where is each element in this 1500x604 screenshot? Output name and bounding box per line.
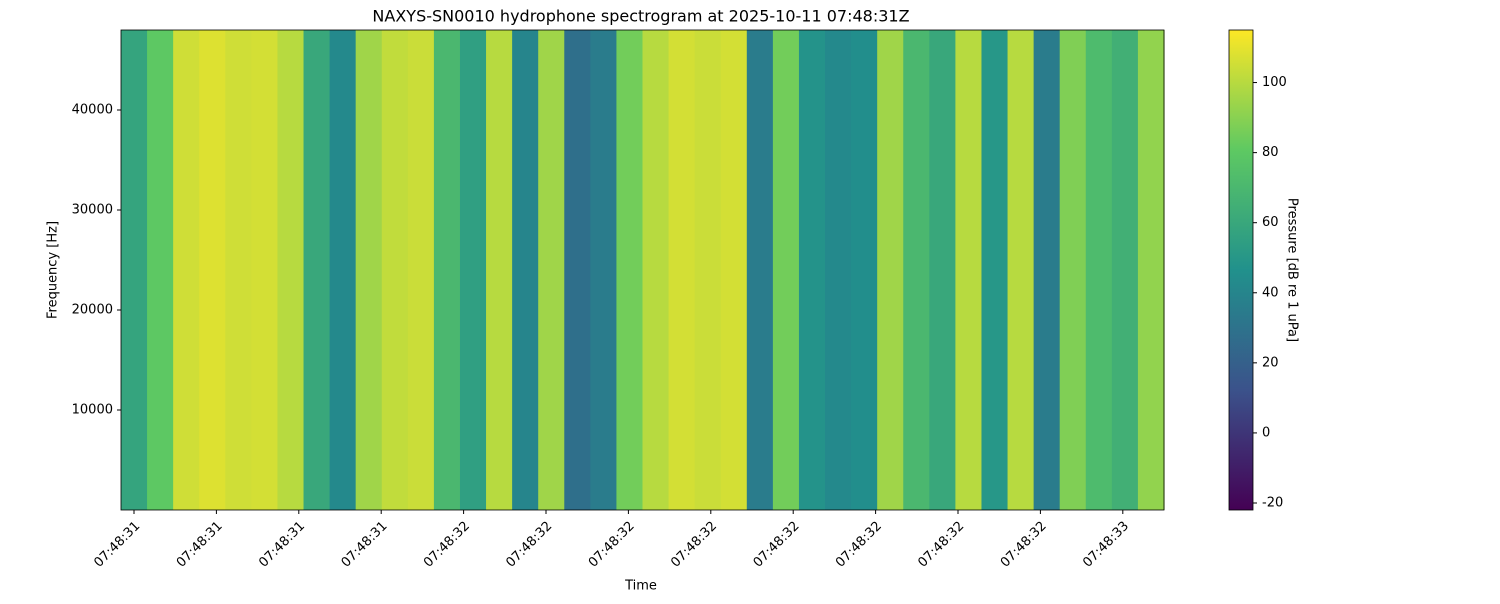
- x-tick-label: 07:48:31: [174, 519, 226, 571]
- spectrogram-cell: [251, 30, 279, 510]
- chart-title: NAXYS-SN0010 hydrophone spectrogram at 2…: [372, 7, 909, 26]
- x-tick-label: 07:48:32: [586, 519, 638, 571]
- spectrogram-cell: [147, 30, 174, 510]
- spectrogram-cell: [433, 30, 461, 510]
- colorbar-tick-label: 80: [1262, 145, 1279, 160]
- y-tick-label: 10000: [72, 403, 113, 418]
- x-tick-label: 07:48:31: [256, 519, 308, 571]
- x-tick-label: 07:48:31: [339, 519, 391, 571]
- spectrogram-cell: [355, 30, 383, 510]
- spectrogram-cell: [590, 30, 618, 510]
- spectrogram-cell: [486, 30, 513, 510]
- y-tick-label: 40000: [72, 103, 113, 118]
- spectrogram-cell: [407, 30, 435, 510]
- y-tick-label: 30000: [72, 203, 113, 218]
- spectrogram-cell: [538, 30, 565, 510]
- spectrogram-cell: [851, 30, 878, 510]
- spectrogram-cell: [642, 30, 670, 510]
- spectrogram-cell: [512, 30, 539, 510]
- spectrogram-cell: [1111, 30, 1139, 510]
- spectrogram-cell: [121, 30, 148, 510]
- spectrogram-cell: [825, 30, 852, 510]
- spectrogram-cell: [277, 30, 305, 510]
- x-tick-label: 07:48:31: [91, 519, 143, 571]
- spectrogram-cell: [329, 30, 357, 510]
- spectrogram-cell: [668, 30, 696, 510]
- spectrogram-cell: [199, 30, 226, 510]
- x-tick-label: 07:48:33: [1080, 519, 1132, 571]
- spectrogram-cell: [1059, 30, 1087, 510]
- x-axis-label: Time: [624, 579, 657, 594]
- spectrogram-cell: [225, 30, 252, 510]
- x-tick-label: 07:48:32: [421, 519, 473, 571]
- spectrogram-cell: [694, 30, 722, 510]
- x-tick-label: 07:48:32: [998, 519, 1050, 571]
- colorbar-label: Pressure [dB re 1 uPa]: [1285, 198, 1300, 342]
- colorbar-tick-label: 40: [1262, 285, 1279, 300]
- x-tick-label: 07:48:32: [833, 519, 885, 571]
- x-tick-label: 07:48:32: [915, 519, 967, 571]
- spectrogram-cell: [616, 30, 644, 510]
- spectrogram-cell: [381, 30, 409, 510]
- colorbar-tick-label: 0: [1262, 425, 1270, 440]
- y-axis-label: Frequency [Hz]: [46, 221, 61, 319]
- spectrogram-cell: [798, 30, 826, 510]
- spectrogram-cell: [1007, 30, 1035, 510]
- colorbar-tick-label: 60: [1262, 215, 1279, 230]
- spectrogram-cell: [1085, 30, 1113, 510]
- colorbar-tick-label: 20: [1262, 355, 1279, 370]
- spectrogram-cell: [173, 30, 200, 510]
- spectrogram-cell: [746, 30, 774, 510]
- spectrogram-cell: [955, 30, 983, 510]
- x-tick-label: 07:48:32: [751, 519, 803, 571]
- colorbar-tick-label: 100: [1262, 75, 1287, 90]
- spectrogram-cell: [877, 30, 904, 510]
- colorbar-tick-label: -20: [1262, 495, 1283, 510]
- spectrogram-cell: [981, 30, 1009, 510]
- y-tick-label: 20000: [72, 303, 113, 318]
- spectrogram-cell: [903, 30, 930, 510]
- x-tick-label: 07:48:32: [503, 519, 555, 571]
- x-tick-label: 07:48:32: [668, 519, 720, 571]
- spectrogram-cell: [772, 30, 800, 510]
- spectrogram-cell: [303, 30, 331, 510]
- spectrogram-cell: [564, 30, 591, 510]
- spectrogram-cell: [1137, 30, 1165, 510]
- spectrogram-cell: [929, 30, 956, 510]
- plot-frame: [120, 29, 1165, 511]
- colorbar: [1228, 29, 1254, 511]
- spectrogram-cell: [459, 30, 487, 510]
- spectrogram-cell: [1033, 30, 1061, 510]
- heatmap: [121, 30, 1165, 510]
- spectrogram-cell: [720, 30, 748, 510]
